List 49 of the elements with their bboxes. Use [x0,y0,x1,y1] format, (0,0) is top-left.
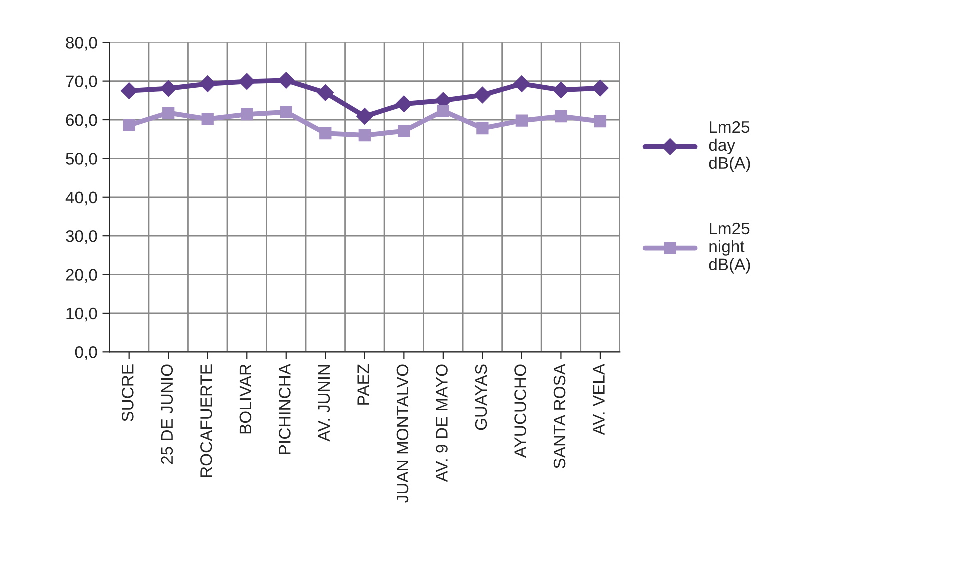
point [199,76,216,92]
point [123,119,136,132]
point [278,72,295,89]
point [358,129,371,142]
x-tick-label: SANTA ROSA [554,364,566,468]
point [514,76,530,92]
x-tick-label: SUCRE [122,364,134,422]
x-tick-label: AV. 9 DE MAYO [436,364,448,482]
y-tick-label: 80,0 [66,37,98,51]
point [474,86,492,104]
y-tick-label: 20,0 [66,269,98,283]
point [437,105,450,118]
point [241,108,254,121]
x-tick-label: PAEZ [358,364,370,405]
y-tick-label: 0,0 [75,346,98,360]
point [476,122,489,135]
x-tick-label: AYUCUCHO [514,364,526,458]
point [320,127,332,140]
point [552,82,570,99]
point [516,114,528,127]
y-tick-label: 50,0 [66,153,98,167]
point [555,110,568,123]
x-tick-label: 25 DE JUNIO [161,364,174,464]
x-tick-label: PICHINCHA [279,364,291,454]
y-tick-label: 40,0 [66,192,98,206]
point [317,84,334,102]
x-tick-label: AV. VELA [593,364,605,436]
x-tick-label: BOLIVAR [240,364,252,434]
point [280,106,292,118]
point [356,108,374,125]
y-tick-label: 30,0 [66,230,98,244]
legend-label: Lm25 night dB(A) [709,222,750,274]
y-tick-label: 60,0 [66,114,98,128]
point [594,115,607,128]
point [120,82,138,100]
legend-label: Lm25 day dB(A) [709,121,750,172]
point [592,80,609,97]
x-tick-label: JUAN MONTALVO [396,364,409,503]
point [162,106,175,120]
point [238,73,256,90]
y-tick-label: 70,0 [66,76,98,90]
point [202,113,214,126]
point [398,125,410,138]
y-tick-label: 10,0 [66,308,98,322]
x-tick-label: AV. JUNIN [318,365,330,442]
x-tick-label: GUAYAS [475,364,488,430]
point [396,96,413,113]
point [160,80,177,98]
x-tick-label: ROCAFUERTE [200,364,212,478]
